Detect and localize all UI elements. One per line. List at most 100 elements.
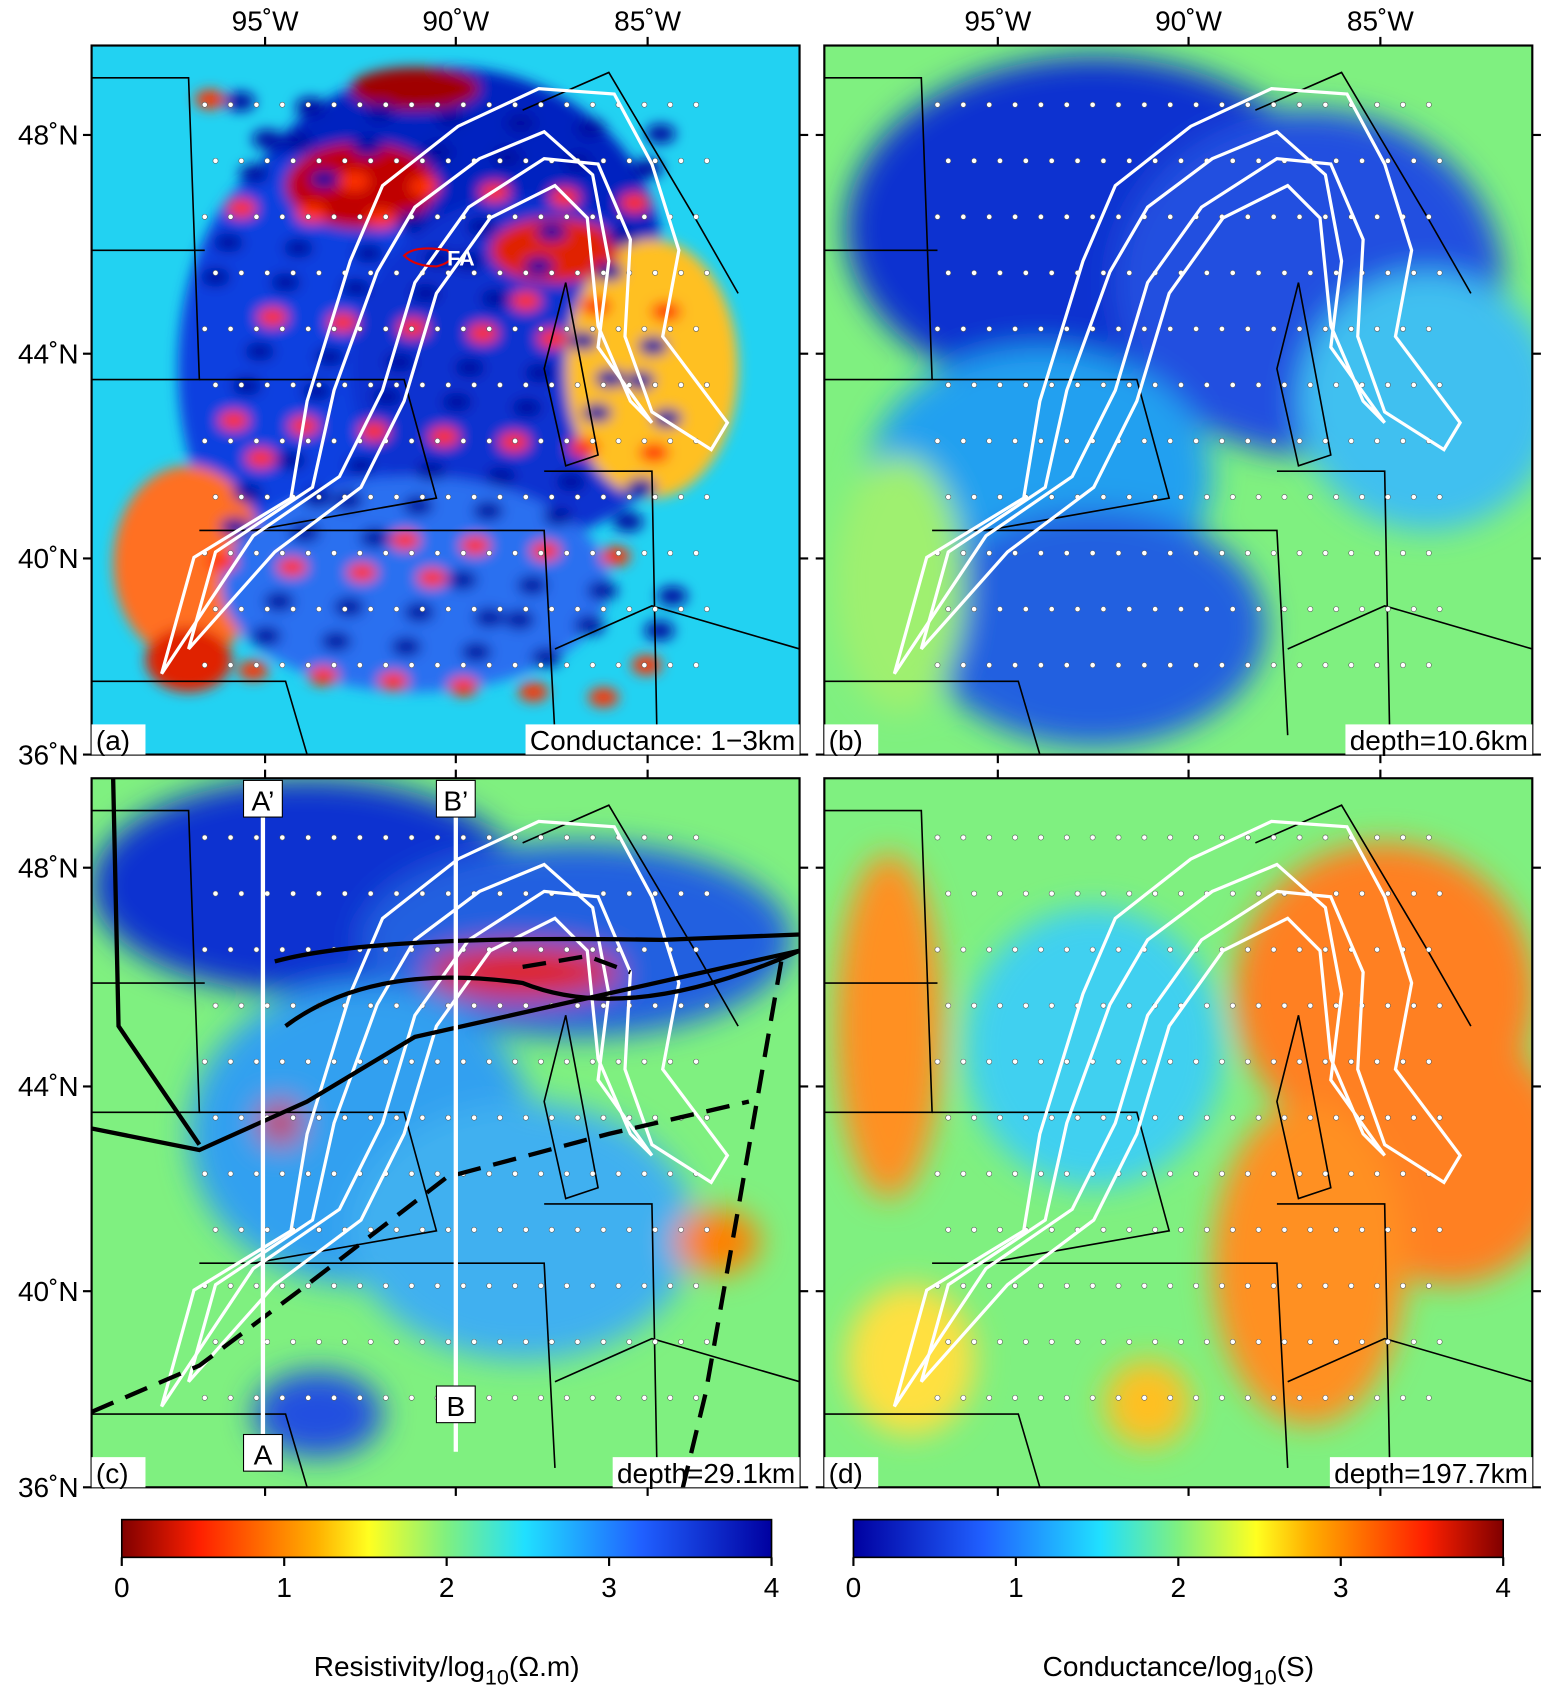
anomaly	[340, 278, 371, 298]
station	[1115, 326, 1122, 332]
map-frame	[90, 44, 801, 756]
anomaly	[581, 403, 613, 423]
station	[512, 662, 518, 668]
station	[1126, 890, 1133, 897]
station	[563, 1395, 570, 1401]
station	[704, 1114, 710, 1121]
station	[538, 946, 544, 953]
station	[279, 101, 286, 108]
station	[382, 101, 389, 108]
feature-outline	[402, 247, 452, 268]
station	[1126, 157, 1133, 164]
station	[693, 834, 699, 841]
map-panels: (a) Conductance: 1−3km 95˚W 90˚W 85˚W 48˚N 44˚…	[18, 5, 1541, 1503]
station	[1022, 157, 1029, 164]
station	[1322, 326, 1329, 332]
station	[1141, 1170, 1148, 1177]
station	[227, 1058, 234, 1065]
station	[1012, 438, 1018, 444]
station	[1333, 1338, 1340, 1345]
station	[290, 1338, 296, 1345]
station	[434, 1282, 441, 1289]
station	[264, 270, 271, 276]
colorbar	[120, 1518, 773, 1559]
station	[1425, 946, 1432, 953]
station	[393, 157, 400, 164]
station	[986, 1058, 993, 1065]
station	[471, 382, 477, 388]
rift-outline	[187, 129, 654, 651]
station	[1074, 1114, 1081, 1121]
station	[382, 834, 389, 841]
state-boundary	[543, 1015, 599, 1200]
station	[548, 1226, 555, 1233]
station	[253, 326, 260, 332]
station	[548, 494, 555, 500]
station	[1141, 101, 1148, 108]
station	[1270, 213, 1277, 220]
station	[1063, 1170, 1070, 1177]
station	[1100, 1002, 1107, 1009]
rift-outline	[919, 862, 1386, 1383]
station	[201, 662, 208, 668]
station	[1219, 662, 1225, 668]
station	[1141, 326, 1148, 332]
station	[548, 606, 555, 612]
station	[1410, 606, 1417, 612]
station	[253, 438, 260, 444]
station	[1012, 213, 1018, 220]
station	[1038, 438, 1044, 444]
anomaly	[474, 608, 505, 628]
anomaly	[567, 331, 599, 351]
station	[1204, 1002, 1210, 1009]
title-part: (S)	[1277, 1651, 1314, 1682]
station	[1152, 1338, 1159, 1345]
station	[693, 326, 699, 332]
anomaly	[391, 637, 422, 657]
station	[1322, 101, 1329, 108]
station	[408, 834, 415, 841]
station	[641, 1170, 648, 1177]
station	[331, 1058, 337, 1065]
station	[264, 382, 271, 388]
station	[538, 550, 544, 556]
station	[1333, 270, 1340, 276]
station	[667, 662, 674, 668]
state-boundary	[544, 470, 659, 755]
station	[1333, 1226, 1340, 1233]
anomaly	[282, 131, 313, 152]
station	[1244, 326, 1251, 332]
anomaly	[637, 336, 669, 356]
station	[305, 326, 312, 332]
station	[945, 270, 952, 276]
station	[1385, 890, 1391, 897]
station	[1167, 1170, 1174, 1177]
station	[1219, 1058, 1225, 1065]
station	[1296, 1395, 1303, 1401]
station	[1359, 494, 1365, 500]
station	[305, 438, 312, 444]
station	[331, 326, 337, 332]
station	[1255, 494, 1262, 500]
station	[652, 890, 659, 897]
station	[1178, 1226, 1184, 1233]
station	[445, 1226, 452, 1233]
anomaly	[467, 323, 498, 343]
station	[678, 890, 684, 897]
station	[1038, 550, 1044, 556]
state-boundary	[932, 1262, 1289, 1468]
station	[652, 1002, 659, 1009]
station	[1425, 213, 1432, 220]
anomaly	[415, 461, 447, 481]
station	[1322, 662, 1329, 668]
station	[693, 946, 699, 953]
station	[227, 101, 234, 108]
station	[1048, 157, 1055, 164]
station	[641, 1282, 648, 1289]
map-panel: (a) Conductance: 1−3km 95˚W 90˚W 85˚W 48˚N 44˚…	[18, 5, 809, 770]
station	[419, 890, 426, 897]
anomaly	[295, 97, 326, 117]
station	[1141, 1395, 1148, 1401]
station	[548, 1114, 555, 1121]
lat-tick-label: 36˚N	[18, 1472, 79, 1503]
